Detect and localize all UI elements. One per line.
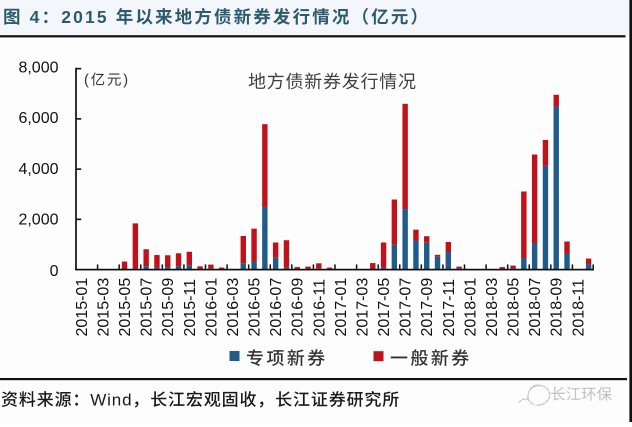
svg-text:2,000: 2,000 (18, 212, 58, 229)
svg-text:2: 2 (61, 7, 71, 27)
svg-text:2016-05: 2016-05 (247, 278, 264, 337)
svg-text:1: 1 (85, 7, 95, 27)
svg-text:0: 0 (73, 7, 83, 27)
svg-text:2015-07: 2015-07 (139, 278, 156, 337)
svg-text:2016-09: 2016-09 (290, 278, 307, 337)
svg-text:2018-11: 2018-11 (570, 279, 587, 337)
svg-text:2017-01: 2017-01 (333, 278, 350, 337)
svg-text:6,000: 6,000 (18, 110, 58, 127)
svg-text:2018-09: 2018-09 (549, 278, 566, 337)
svg-text:2017-05: 2017-05 (376, 278, 393, 337)
svg-text:2018-03: 2018-03 (484, 278, 501, 337)
svg-text:2015-03: 2015-03 (95, 278, 112, 337)
svg-text:2015-05: 2015-05 (117, 278, 134, 337)
svg-text:2016-03: 2016-03 (225, 278, 242, 337)
svg-text:2015-09: 2015-09 (160, 278, 177, 337)
svg-text:2018-01: 2018-01 (462, 278, 479, 337)
svg-text:2017-03: 2017-03 (354, 278, 371, 337)
svg-text:4: 4 (30, 7, 40, 27)
svg-text:2017-09: 2017-09 (419, 278, 436, 337)
svg-text:W: W (90, 391, 106, 410)
svg-text:4,000: 4,000 (18, 161, 58, 178)
svg-text:2018-05: 2018-05 (506, 278, 523, 337)
svg-text:i: i (107, 391, 111, 410)
svg-text:2018-07: 2018-07 (527, 278, 544, 337)
svg-text:2015-11: 2015-11 (182, 279, 199, 337)
svg-text:0: 0 (50, 263, 59, 280)
svg-text:2016-11: 2016-11 (311, 279, 328, 337)
svg-text:n: n (112, 391, 121, 410)
svg-text:2016-07: 2016-07 (268, 278, 285, 337)
svg-text:8,000: 8,000 (18, 59, 58, 76)
svg-text:d: d (122, 391, 131, 410)
svg-text:2015-01: 2015-01 (74, 278, 91, 337)
svg-text:(: ( (84, 73, 89, 89)
svg-text:2017-11: 2017-11 (441, 279, 458, 337)
svg-text:): ) (123, 73, 128, 89)
svg-text:5: 5 (97, 7, 107, 27)
svg-text:2017-07: 2017-07 (398, 278, 415, 337)
svg-text:2016-01: 2016-01 (203, 278, 220, 337)
